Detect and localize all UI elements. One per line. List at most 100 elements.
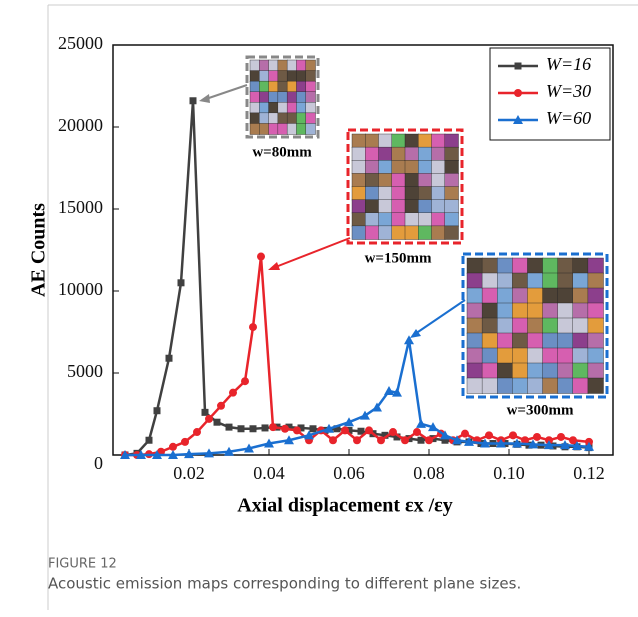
- x-tick-label: 0.10: [493, 463, 525, 483]
- grain: [278, 60, 288, 71]
- grain: [287, 123, 297, 134]
- marker: [569, 436, 577, 444]
- grain: [432, 187, 446, 201]
- annotation: w=150mm: [365, 250, 432, 266]
- grain: [573, 363, 589, 379]
- grain: [392, 187, 406, 201]
- grain: [558, 288, 574, 304]
- x-tick-label: 0.08: [413, 463, 445, 483]
- marker: [193, 428, 201, 436]
- grain: [432, 213, 446, 227]
- grain: [527, 348, 543, 364]
- grain: [379, 147, 393, 161]
- grain: [250, 60, 260, 71]
- y-tick-label: 5000: [67, 361, 103, 381]
- grain: [259, 113, 269, 124]
- grain: [259, 102, 269, 113]
- x-tick-label: 0.04: [253, 463, 285, 483]
- arrow: [415, 300, 465, 334]
- grain: [269, 81, 279, 92]
- grain: [445, 173, 459, 187]
- marker: [485, 431, 493, 439]
- grain: [287, 92, 297, 103]
- grain: [296, 60, 306, 71]
- grain: [405, 173, 419, 187]
- grain: [467, 288, 483, 304]
- y-tick-label: 20000: [58, 115, 103, 135]
- grain: [250, 102, 260, 113]
- grain: [392, 200, 406, 214]
- grain: [445, 200, 459, 214]
- grain: [558, 348, 574, 364]
- grain: [573, 303, 589, 319]
- grain: [306, 71, 316, 82]
- grain: [365, 213, 379, 227]
- grain: [278, 102, 288, 113]
- grain: [250, 81, 260, 92]
- grain: [432, 134, 446, 148]
- grain: [588, 273, 604, 289]
- grain: [418, 213, 432, 227]
- grain: [392, 147, 406, 161]
- grain: [482, 378, 498, 394]
- grain: [512, 348, 528, 364]
- marker: [401, 436, 409, 444]
- grain: [543, 318, 559, 334]
- grain: [482, 288, 498, 304]
- grain: [392, 213, 406, 227]
- grain: [278, 71, 288, 82]
- marker: [329, 436, 337, 444]
- marker: [310, 425, 317, 432]
- grain: [432, 147, 446, 161]
- grain: [296, 92, 306, 103]
- marker: [269, 423, 277, 431]
- grain: [306, 60, 316, 71]
- grain: [296, 113, 306, 124]
- figure: Axial displacement εx /εy AE Counts w=80…: [0, 0, 638, 617]
- grain: [512, 303, 528, 319]
- grain: [269, 60, 279, 71]
- grain: [392, 160, 406, 174]
- grain: [588, 348, 604, 364]
- grain: [467, 363, 483, 379]
- grain: [512, 288, 528, 304]
- grain: [259, 81, 269, 92]
- grain: [558, 273, 574, 289]
- grain: [250, 123, 260, 134]
- grain: [259, 123, 269, 134]
- marker: [241, 377, 249, 385]
- grain: [482, 363, 498, 379]
- grain: [432, 226, 446, 240]
- caption: Acoustic emission maps corresponding to …: [48, 575, 521, 593]
- grain: [405, 200, 419, 214]
- marker: [413, 428, 421, 436]
- annotation: w=300mm: [507, 402, 574, 418]
- grain: [543, 333, 559, 349]
- grain: [392, 173, 406, 187]
- grain: [379, 134, 393, 148]
- x-tick-label: 0.12: [573, 463, 605, 483]
- grain: [497, 318, 513, 334]
- grain: [352, 147, 366, 161]
- grain: [497, 303, 513, 319]
- arrowhead: [268, 262, 280, 270]
- grain: [259, 60, 269, 71]
- marker: [341, 426, 349, 434]
- grain: [418, 147, 432, 161]
- marker: [389, 428, 397, 436]
- grain: [558, 378, 574, 394]
- marker: [178, 279, 185, 286]
- marker: [205, 415, 213, 423]
- grain: [445, 187, 459, 201]
- grain: [588, 363, 604, 379]
- grain: [418, 173, 432, 187]
- legend-label: W=30: [546, 81, 591, 101]
- grain: [405, 160, 419, 174]
- grain: [573, 318, 589, 334]
- marker: [377, 436, 385, 444]
- y-tick-label: 15000: [58, 197, 103, 217]
- figure-label: FIGURE 12: [48, 557, 117, 572]
- grain: [405, 187, 419, 201]
- grain: [497, 273, 513, 289]
- grain: [497, 363, 513, 379]
